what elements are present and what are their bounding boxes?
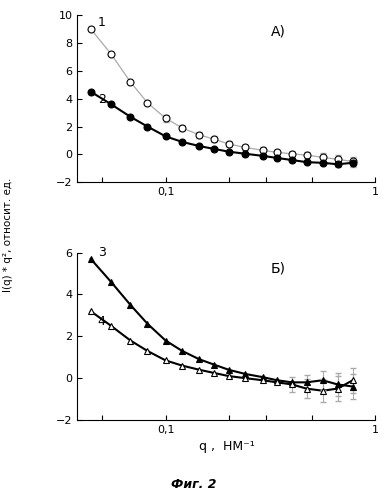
Text: Б): Б) xyxy=(271,262,286,276)
Text: 2: 2 xyxy=(98,93,106,106)
Text: Фиг. 2: Фиг. 2 xyxy=(171,478,216,490)
Text: 1: 1 xyxy=(98,16,106,29)
Text: I(q) * q², относит. ед.: I(q) * q², относит. ед. xyxy=(3,178,13,292)
X-axis label: q ,  НМ⁻¹: q , НМ⁻¹ xyxy=(199,440,254,454)
Text: А): А) xyxy=(271,24,286,38)
Text: 3: 3 xyxy=(98,246,106,259)
Text: 4: 4 xyxy=(98,315,106,328)
